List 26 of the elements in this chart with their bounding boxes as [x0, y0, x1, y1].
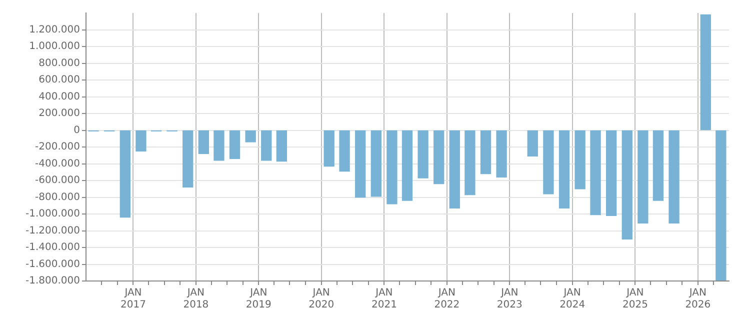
y-tick-label: -800.000 — [35, 192, 80, 203]
y-tick-label: -600.000 — [35, 175, 80, 186]
y-tick-label: -200.000 — [35, 142, 80, 153]
x-tick-label: JAN 2018 — [183, 288, 209, 311]
y-tick-label: -400.000 — [35, 158, 80, 170]
y-tick-label: -1.800.000 — [25, 276, 80, 287]
y-tick-label: -1.200.000 — [25, 225, 80, 236]
y-tick-label: 1.200.000 — [29, 24, 80, 36]
x-tick-label: JAN 2026 — [685, 288, 711, 311]
y-tick-label: 1.000.000 — [29, 41, 80, 52]
x-tick-label: JAN 2023 — [496, 288, 522, 311]
y-tick-label: 400.000 — [38, 91, 80, 102]
y-tick-label: 200.000 — [38, 108, 80, 120]
x-tick-label: JAN 2019 — [246, 288, 272, 311]
x-tick-label: JAN 2021 — [371, 288, 397, 311]
y-tick-label: 800.000 — [38, 58, 80, 69]
x-tick-label: JAN 2025 — [622, 288, 648, 311]
y-tick-label: -1.400.000 — [25, 242, 80, 254]
x-tick-label: JAN 2022 — [434, 288, 460, 311]
y-tick-label: 600.000 — [38, 74, 80, 86]
x-tick-label: JAN 2017 — [120, 288, 146, 311]
x-tick-label: JAN 2020 — [308, 288, 334, 311]
y-tick-label: -1.600.000 — [25, 258, 80, 270]
y-tick-label: 0 — [74, 124, 80, 136]
y-tick-label: -1.000.000 — [25, 208, 80, 220]
x-tick-label: JAN 2024 — [560, 288, 586, 311]
